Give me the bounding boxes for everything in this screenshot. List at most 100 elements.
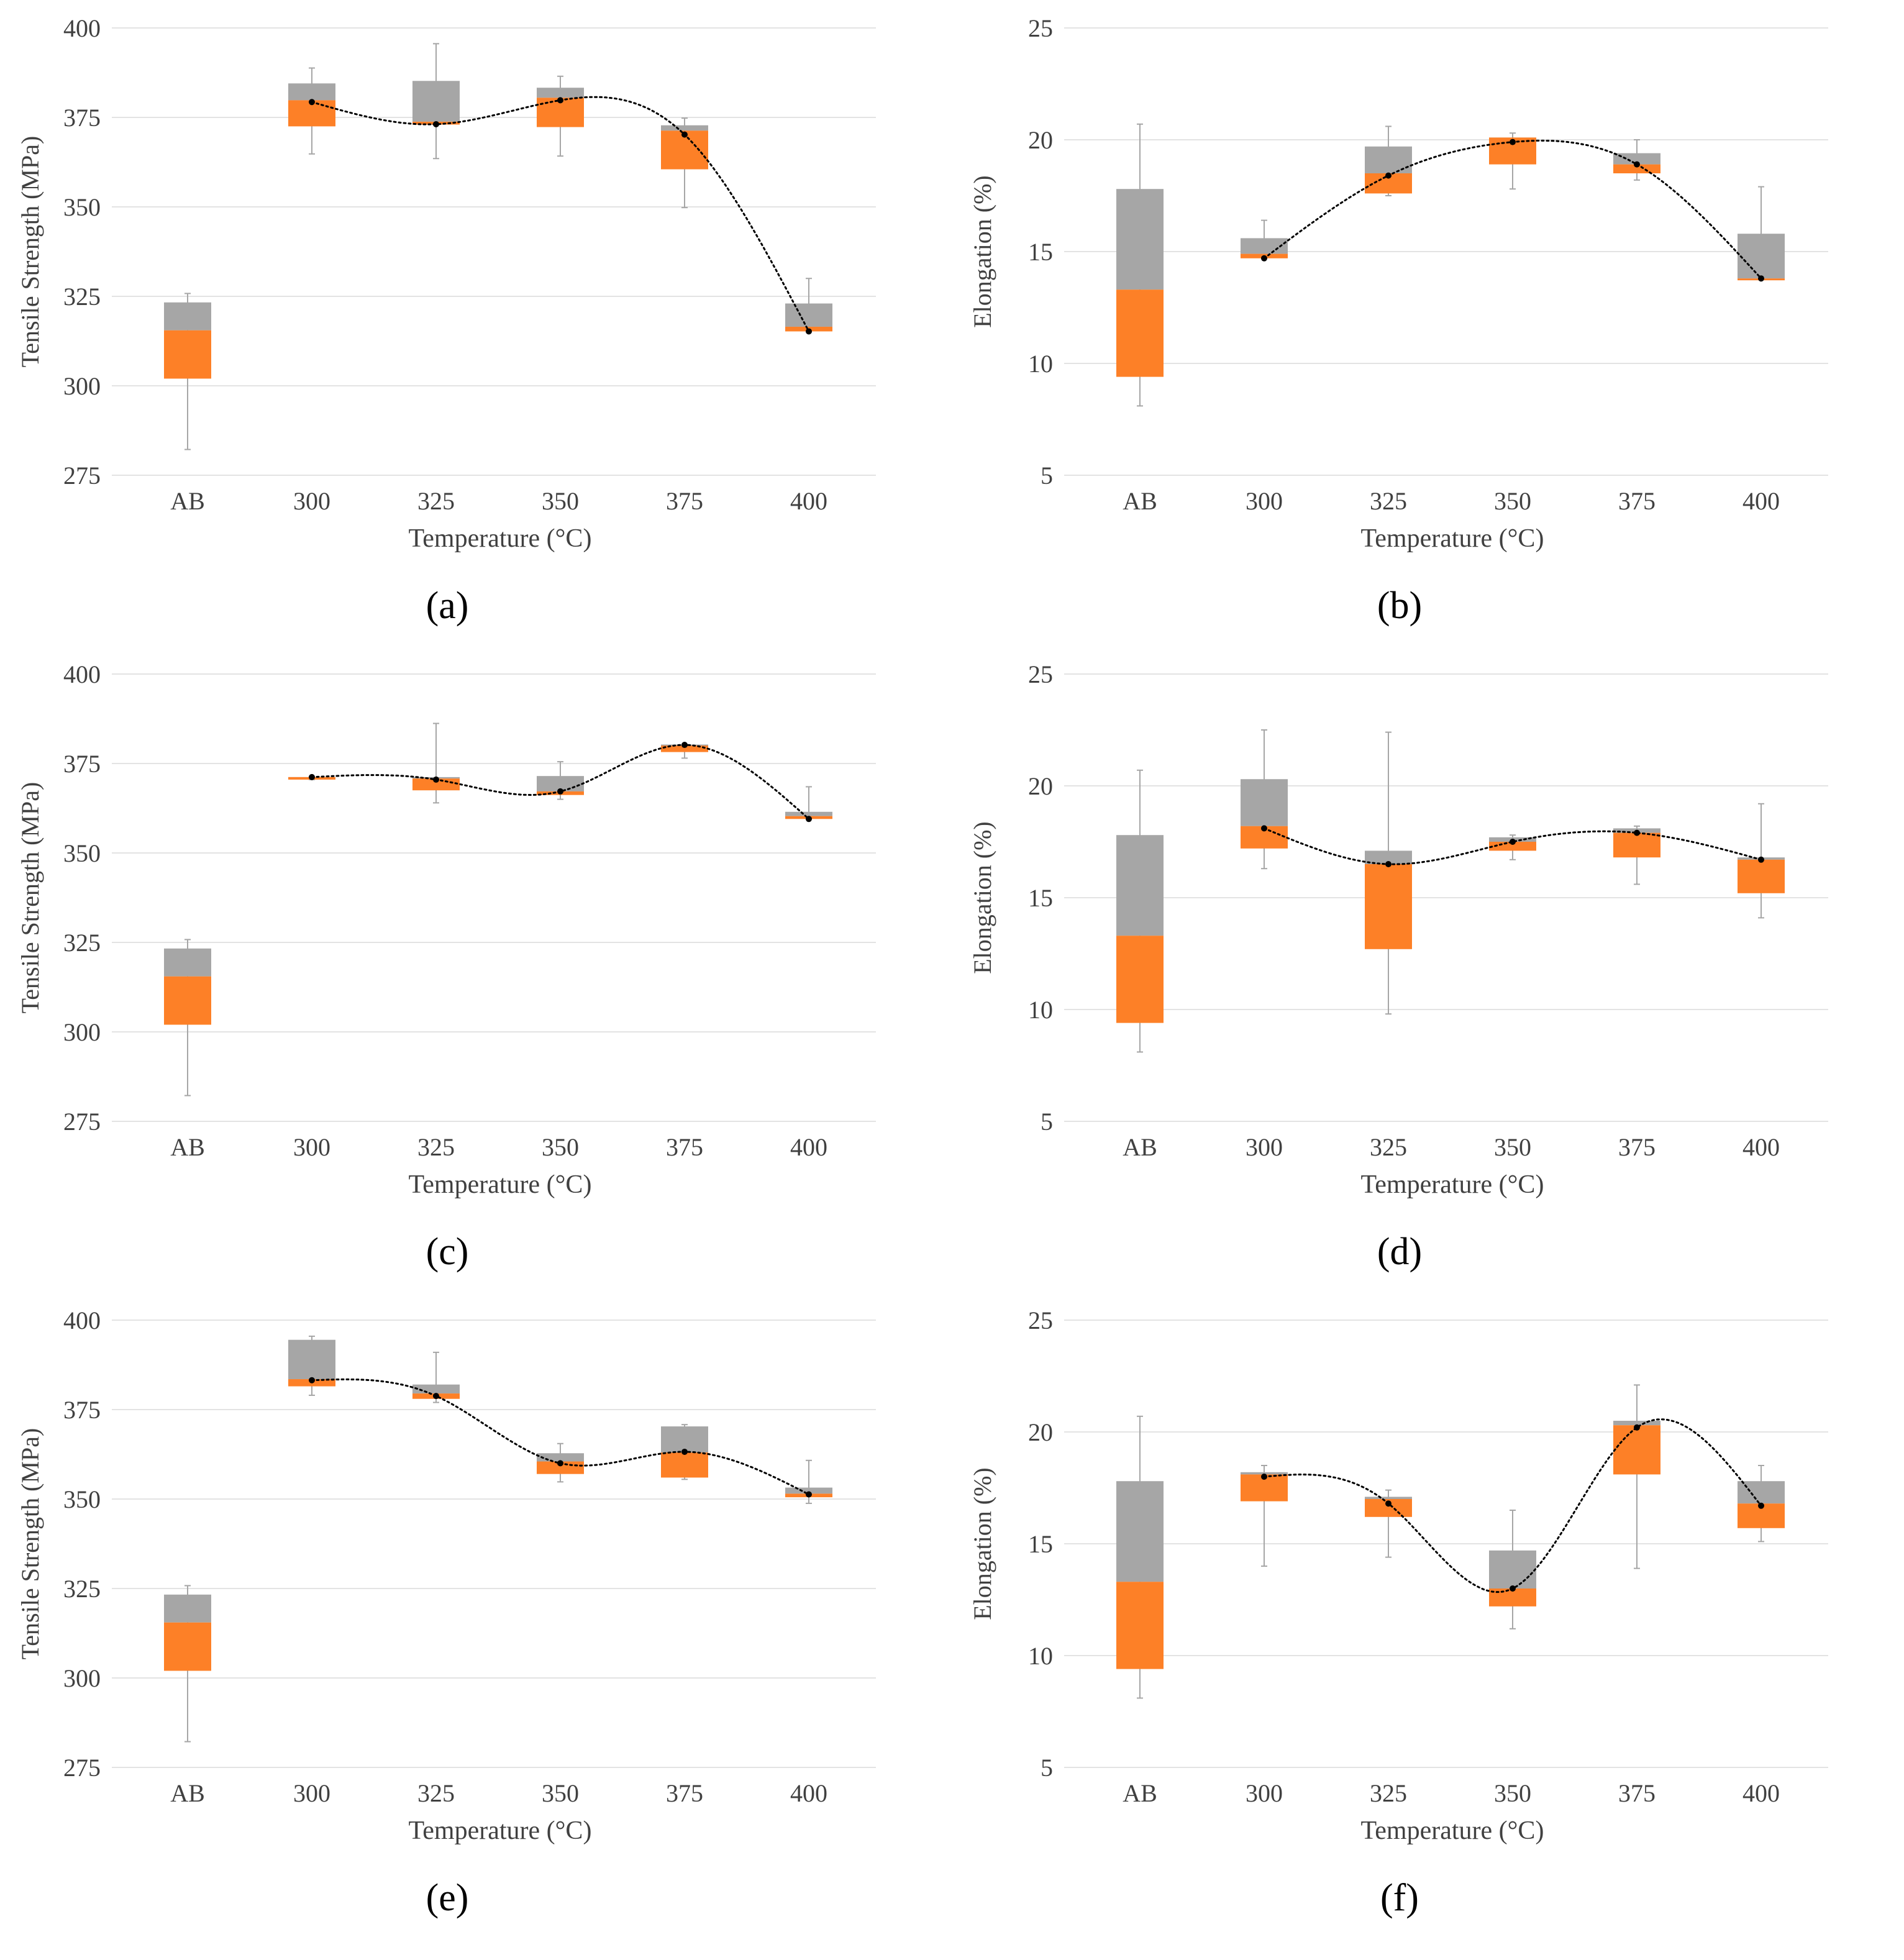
y-axis-title: Tensile Strength (MPa): [16, 1428, 44, 1660]
chart-svg-d: 5 10 15 20 25 AB 300 325 350 375 400 Elongation (%)…: [968, 660, 1828, 1273]
mean-point: [1261, 825, 1267, 832]
mean-point: [1510, 839, 1516, 845]
y-tick-label: 10: [1028, 1642, 1053, 1670]
mean-point: [806, 328, 812, 335]
y-tick-label: 400: [63, 1306, 101, 1334]
x-tick-label: AB: [1123, 487, 1157, 515]
x-tick-label: 400: [790, 487, 827, 515]
x-tick-label: 375: [666, 1133, 703, 1161]
y-tick-label: 350: [63, 1485, 101, 1513]
y-tick-label: 20: [1028, 126, 1053, 154]
y-axis-title: Elongation (%): [968, 821, 996, 974]
x-tick-label: 300: [293, 1779, 330, 1807]
mean-point: [1758, 275, 1764, 282]
y-tick-label: 275: [63, 462, 101, 490]
x-tick-label: 375: [1618, 1133, 1656, 1161]
mean-point: [433, 776, 439, 783]
box-upper-quartile: [661, 1426, 708, 1453]
x-tick-label: 325: [417, 1779, 455, 1807]
box-lower-quartile: [1116, 936, 1164, 1023]
chart-panel-e: 275 300 325 350 375 400 AB 300 325 350 375 400 Tensi…: [0, 1292, 952, 1941]
y-tick-label: 5: [1041, 1108, 1053, 1136]
y-tick-label: 5: [1041, 1754, 1053, 1782]
x-tick-label: 350: [1494, 1133, 1531, 1161]
mean-point: [433, 121, 439, 127]
x-tick-label: 375: [1618, 487, 1656, 515]
chart-panel-a: 275 300 325 350 375 400 AB 300 325 350 375 400 Tensi…: [0, 0, 952, 649]
box-upper-quartile: [1116, 1481, 1164, 1582]
y-tick-label: 10: [1028, 350, 1053, 378]
mean-point: [309, 1377, 315, 1383]
box-upper-quartile: [1489, 1550, 1536, 1589]
y-tick-label: 325: [63, 929, 101, 957]
box-lower-quartile: [661, 1452, 708, 1478]
mean-point: [681, 1448, 688, 1455]
box-upper-quartile: [537, 88, 584, 98]
x-axis-title: Temperature (°C): [1361, 1170, 1544, 1199]
box-upper-quartile: [1365, 1497, 1412, 1499]
trend-line: [1263, 827, 1762, 865]
mean-point: [806, 1491, 812, 1498]
box-upper-quartile: [164, 302, 211, 330]
mean-point: [557, 97, 563, 104]
mean-point: [681, 131, 688, 138]
chart-svg-c: 275 300 325 350 375 400 AB 300 325 350 375 400 Tensi…: [16, 660, 876, 1273]
x-tick-label: 325: [1370, 1133, 1407, 1161]
panel-caption: (f): [1380, 1877, 1419, 1919]
box-upper-quartile: [288, 1339, 335, 1380]
mean-point: [1758, 856, 1764, 863]
mean-point: [1510, 139, 1516, 145]
box-upper-quartile: [785, 811, 832, 816]
box-upper-quartile: [1738, 1481, 1785, 1504]
box-upper-quartile: [164, 948, 211, 977]
y-tick-label: 325: [63, 1575, 101, 1603]
mean-point: [1261, 1474, 1267, 1480]
y-tick-label: 25: [1028, 14, 1053, 42]
x-tick-label: 325: [417, 487, 455, 515]
mean-point: [1634, 1424, 1640, 1431]
y-tick-label: 275: [63, 1754, 101, 1782]
x-tick-label: 300: [293, 1133, 330, 1161]
y-tick-label: 5: [1041, 462, 1053, 490]
box-lower-quartile: [1613, 1425, 1660, 1475]
x-tick-label: 325: [417, 1133, 455, 1161]
box-upper-quartile: [785, 303, 832, 327]
y-tick-label: 15: [1028, 238, 1053, 266]
x-tick-label: 300: [1246, 487, 1283, 515]
mean-point: [681, 742, 688, 749]
x-tick-label: 400: [790, 1779, 827, 1807]
x-tick-label: 350: [542, 487, 579, 515]
y-tick-label: 20: [1028, 772, 1053, 800]
x-tick-label: 350: [542, 1779, 579, 1807]
chart-panel-c: 275 300 325 350 375 400 AB 300 325 350 375 400 Tensi…: [0, 646, 952, 1295]
y-tick-label: 400: [63, 14, 101, 42]
y-tick-label: 15: [1028, 884, 1053, 912]
box-upper-quartile: [661, 125, 708, 131]
x-tick-label: 325: [1370, 487, 1407, 515]
box-upper-quartile: [1365, 850, 1412, 864]
mean-point: [309, 773, 315, 780]
box-lower-quartile: [1365, 864, 1412, 949]
panel-caption: (d): [1377, 1231, 1422, 1273]
box-lower-quartile: [1613, 832, 1660, 858]
panel-caption: (b): [1377, 585, 1422, 627]
y-tick-label: 375: [63, 750, 101, 778]
mean-point: [557, 788, 563, 795]
y-tick-label: 300: [63, 1018, 101, 1046]
y-tick-label: 300: [63, 372, 101, 400]
mean-point: [1634, 829, 1640, 836]
y-tick-label: 15: [1028, 1530, 1053, 1558]
box-lower-quartile: [661, 745, 708, 752]
box-upper-quartile: [1613, 1421, 1660, 1426]
y-axis-title: Elongation (%): [968, 1467, 996, 1620]
box-upper-quartile: [288, 83, 335, 101]
mean-point: [1261, 255, 1267, 262]
x-tick-label: AB: [170, 1779, 205, 1807]
y-tick-label: 375: [63, 1396, 101, 1424]
box-upper-quartile: [1241, 779, 1288, 826]
chart-svg-e: 275 300 325 350 375 400 AB 300 325 350 375 400 Tensi…: [16, 1306, 876, 1919]
x-tick-label: 350: [1494, 487, 1531, 515]
y-tick-label: 275: [63, 1108, 101, 1136]
x-tick-label: 375: [1618, 1779, 1656, 1807]
y-tick-label: 350: [63, 193, 101, 221]
